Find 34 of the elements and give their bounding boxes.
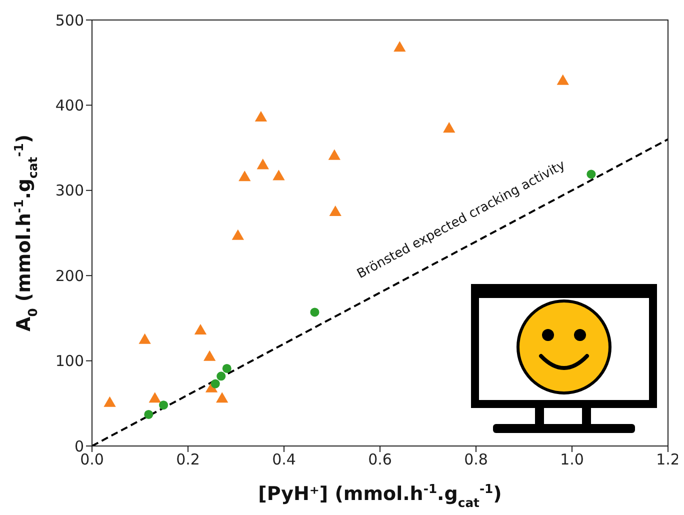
point bbox=[272, 170, 285, 180]
y-tick-label: 400 bbox=[55, 96, 84, 115]
point bbox=[329, 206, 342, 216]
point bbox=[204, 350, 216, 361]
point bbox=[328, 149, 340, 160]
point bbox=[222, 364, 232, 373]
point bbox=[443, 122, 456, 133]
x-tick-label: 1.0 bbox=[560, 450, 584, 469]
y-tick-label: 500 bbox=[55, 11, 84, 30]
point bbox=[104, 396, 116, 407]
point bbox=[138, 333, 151, 344]
point bbox=[216, 372, 226, 381]
x-tick-label: 0.4 bbox=[272, 450, 296, 469]
y-tick-label: 300 bbox=[55, 182, 84, 200]
point bbox=[238, 170, 251, 182]
point bbox=[159, 400, 168, 410]
x-tick-label: 0.0 bbox=[80, 450, 104, 469]
point bbox=[194, 324, 207, 334]
point bbox=[210, 379, 220, 388]
x-tick-label: 0.6 bbox=[368, 450, 392, 469]
x-axis-title: [PyH⁺] (mmol.h$^{-1}$.g$_{cat}$$^{-1}$) bbox=[258, 482, 502, 510]
point bbox=[256, 158, 269, 170]
point bbox=[394, 41, 406, 52]
y-tick-label: 200 bbox=[55, 266, 84, 285]
y-tick-label: 100 bbox=[55, 352, 84, 370]
point bbox=[254, 110, 268, 122]
point bbox=[148, 392, 161, 403]
point bbox=[144, 410, 154, 419]
point bbox=[216, 392, 228, 403]
point bbox=[310, 308, 320, 317]
x-tick-label: 0.2 bbox=[176, 450, 200, 469]
point bbox=[232, 229, 244, 240]
point bbox=[556, 74, 569, 85]
x-tick-label: 0.8 bbox=[464, 450, 488, 469]
